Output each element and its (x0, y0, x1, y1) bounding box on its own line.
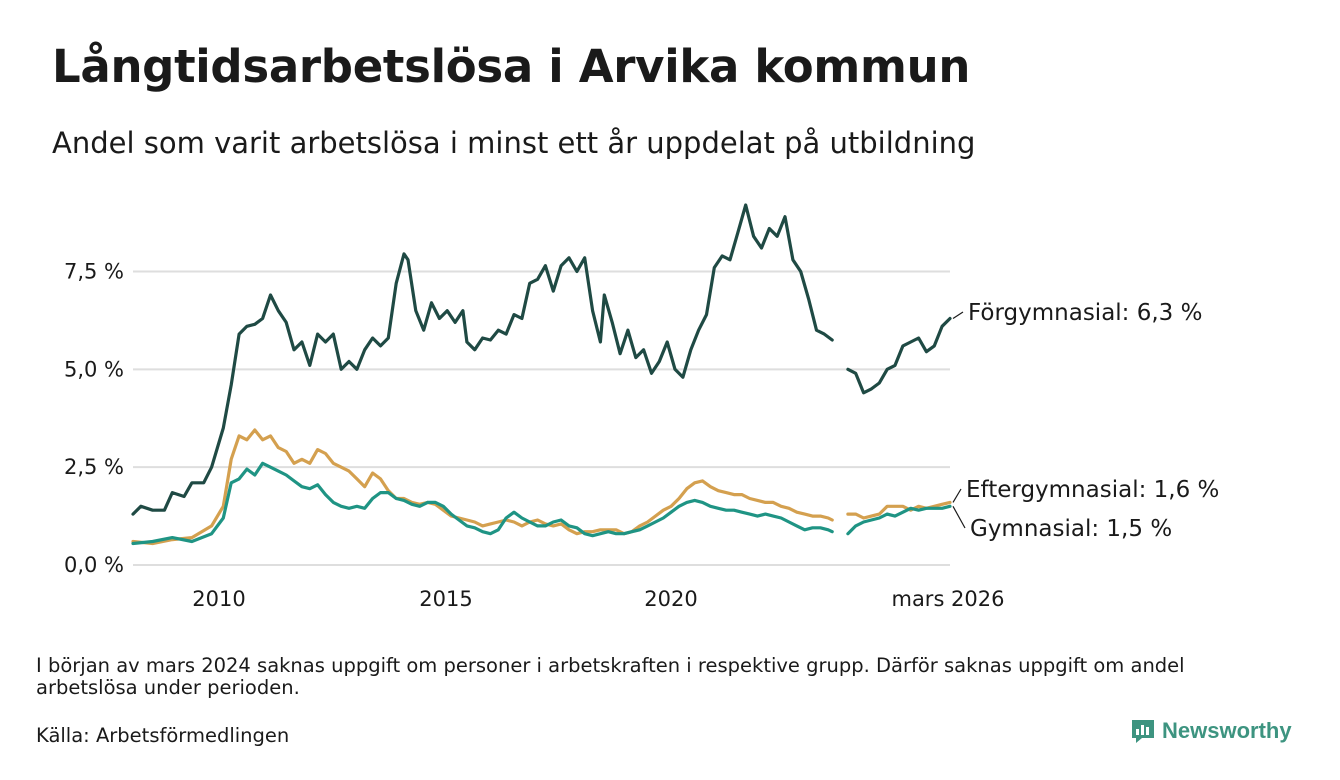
chart-subtitle: Andel som varit arbetslösa i minst ett å… (52, 126, 976, 160)
y-tick-label: 7,5 % (64, 260, 124, 284)
brand-logo: Newsworthy (1130, 718, 1292, 744)
x-tick-label: mars 2026 (891, 587, 1004, 611)
leader-line (952, 506, 966, 529)
x-axis-ticks: 2010 2015 2020 mars 2026 (192, 587, 1004, 611)
end-label-förgymnasial: Förgymnasial: 6,3 % (968, 300, 1202, 326)
end-label-gymnasial: Gymnasial: 1,5 % (970, 516, 1172, 542)
end-labels: Förgymnasial: 6,3 % Eftergymnasial: 1,6 %… (952, 300, 1219, 542)
y-axis-ticks: 0,0 % 2,5 % 5,0 % 7,5 % (64, 260, 124, 577)
footnote: I början av mars 2024 saknas uppgift om … (36, 654, 1185, 699)
series-line-förgymnasial (131, 203, 952, 516)
y-tick-label: 0,0 % (64, 553, 124, 577)
newsworthy-logo-icon (1132, 720, 1154, 743)
series-lines (131, 203, 952, 546)
series-line-gymnasial (131, 461, 952, 546)
x-tick-label: 2020 (644, 587, 697, 611)
brand-name: Newsworthy (1162, 718, 1292, 743)
end-label-eftergymnasial: Eftergymnasial: 1,6 % (966, 477, 1219, 503)
source-text: Källa: Arbetsförmedlingen (36, 724, 290, 747)
y-tick-label: 2,5 % (64, 455, 124, 479)
y-tick-label: 5,0 % (64, 357, 124, 381)
leader-line (952, 311, 964, 319)
series-line-eftergymnasial (131, 428, 952, 546)
leader-line (952, 488, 962, 503)
line-chart: 0,0 % 2,5 % 5,0 % 7,5 % 2010 2015 2020 mars 20… (64, 203, 1219, 611)
chart-title: Långtidsarbetslösa i Arvika kommun (52, 40, 971, 93)
x-tick-label: 2010 (192, 587, 245, 611)
x-tick-label: 2015 (419, 587, 472, 611)
